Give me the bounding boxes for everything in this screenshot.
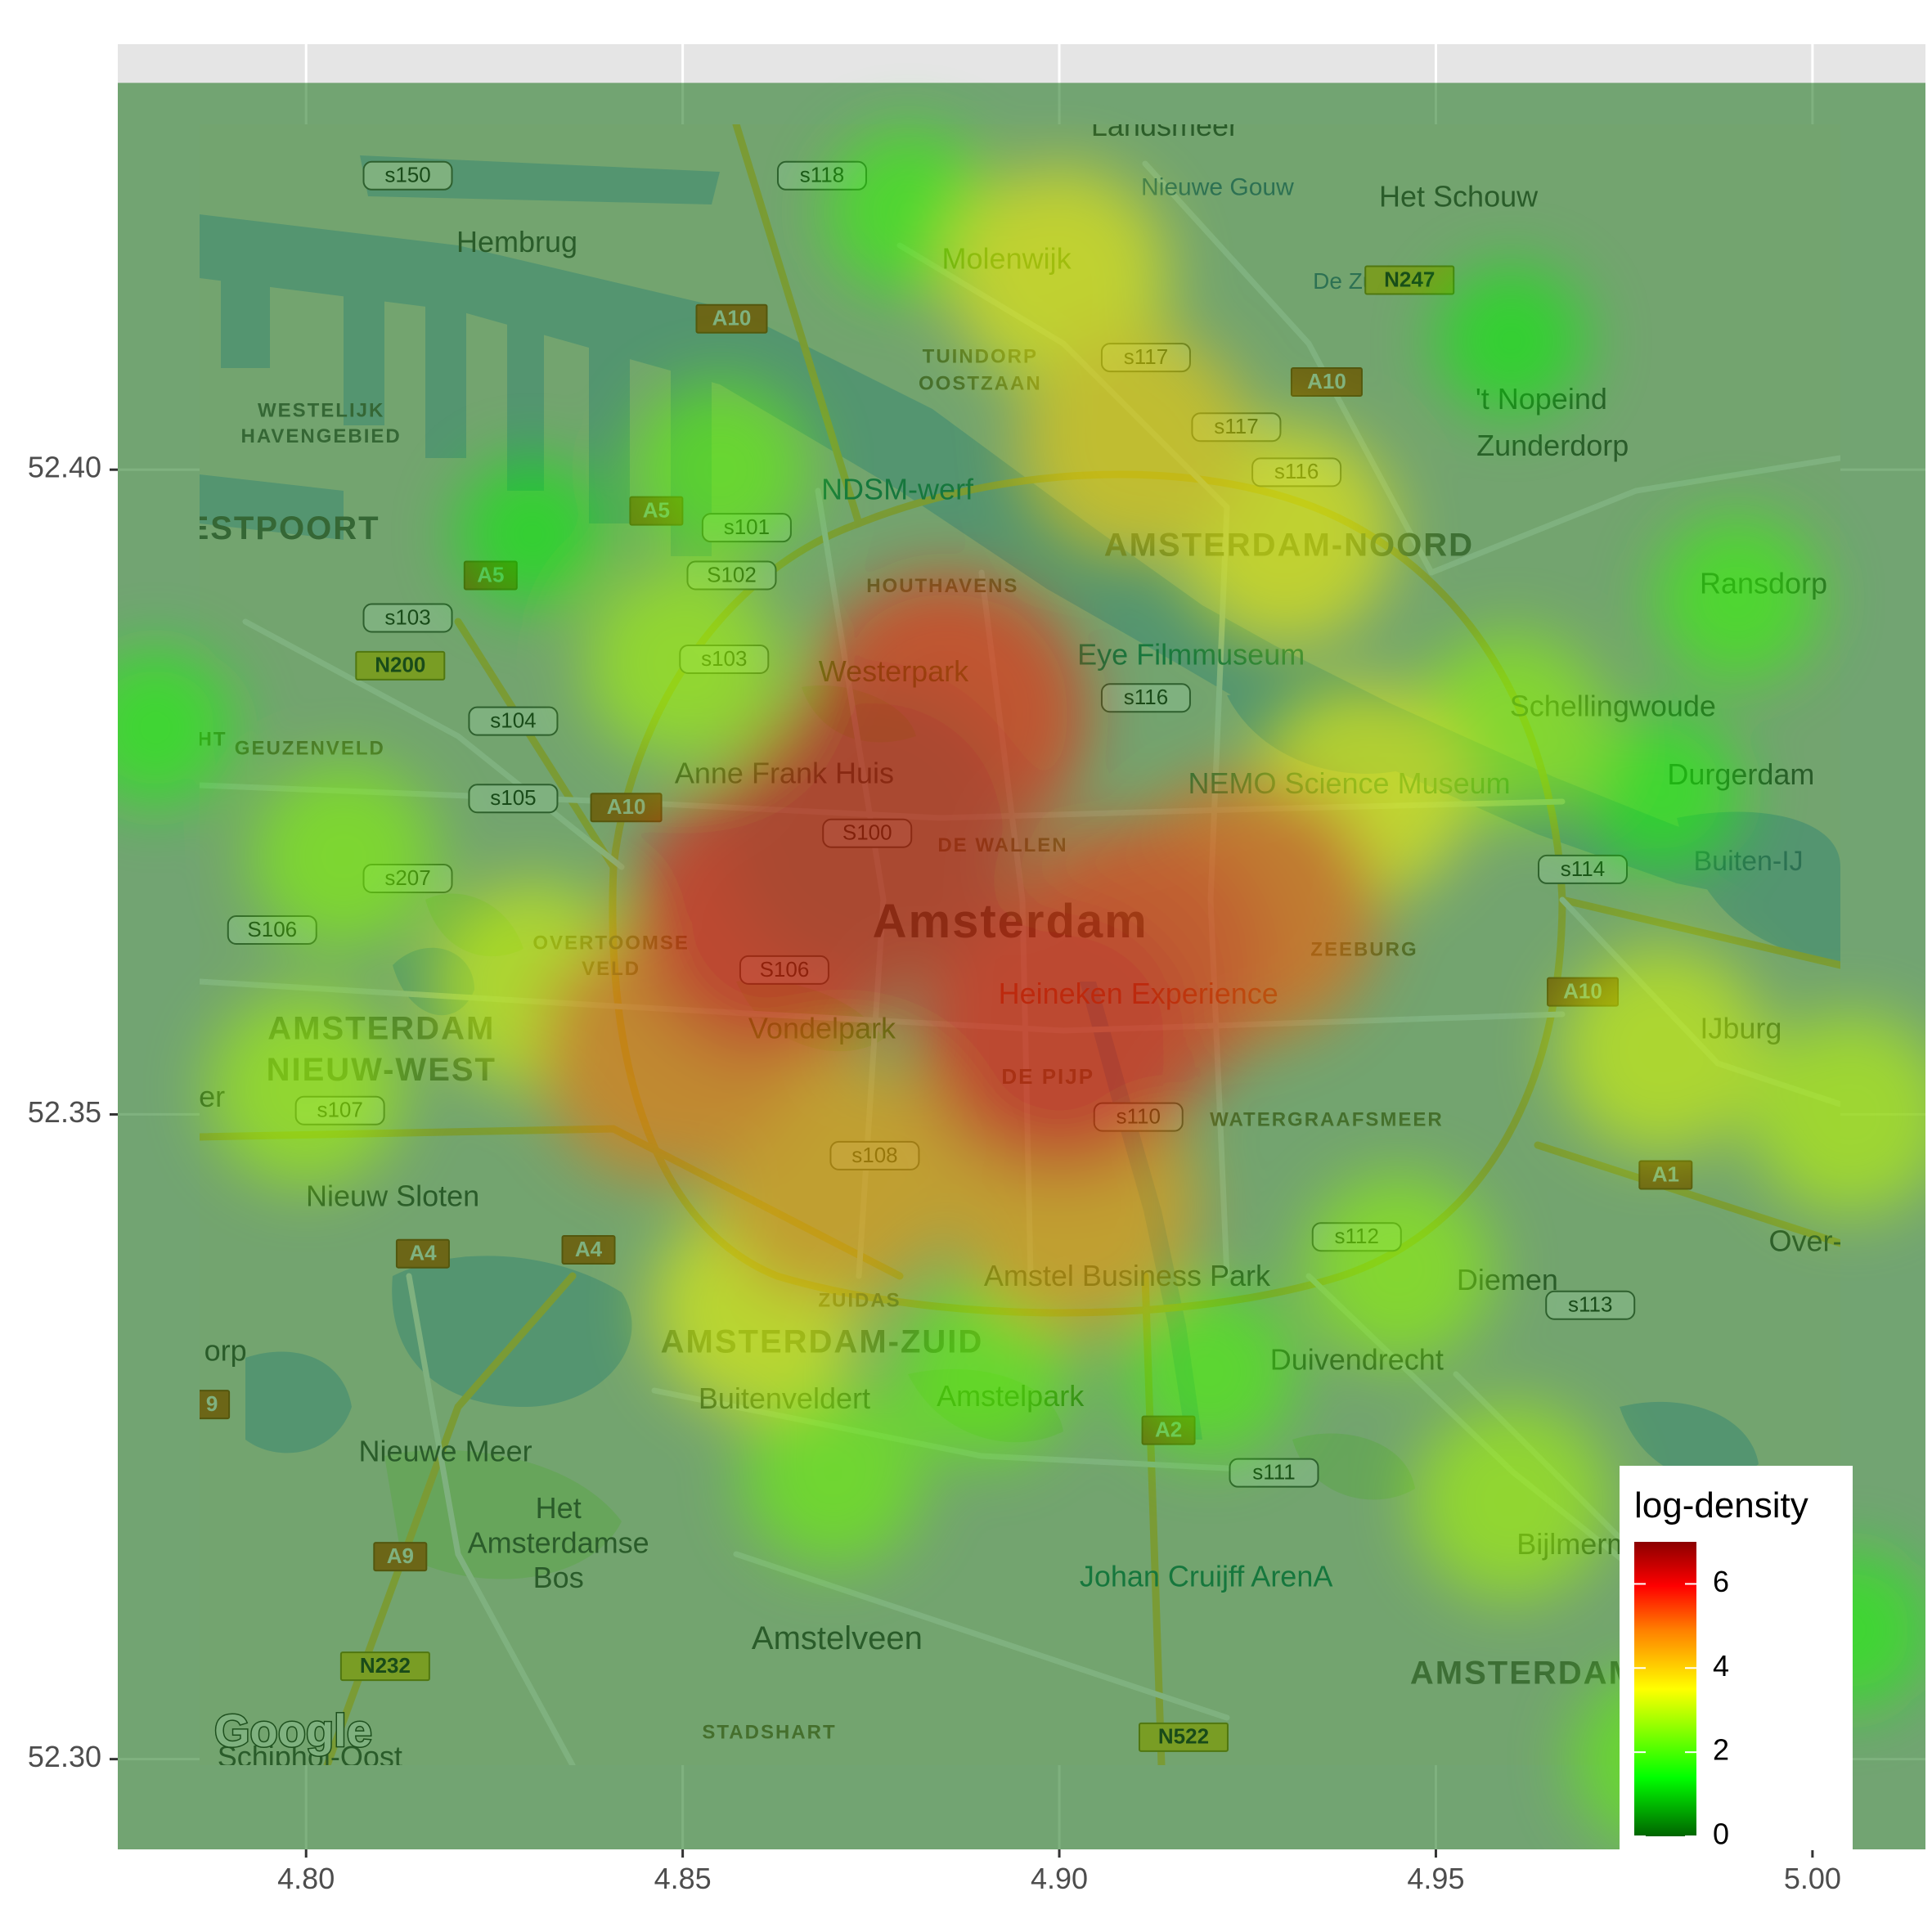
density-hotspot: [1435, 264, 1588, 417]
legend-tick-label: 6: [1713, 1565, 1729, 1598]
legend-ticks: 0 2 4 6: [1634, 1565, 1729, 1851]
density-hotspot: [824, 128, 993, 296]
density-hotspot: [456, 457, 609, 611]
legend-tick-label: 4: [1713, 1649, 1729, 1683]
density-hotspot: [742, 1384, 925, 1567]
x-tick-label: 4.90: [1031, 1862, 1088, 1895]
density-hotspot: [1748, 1013, 1925, 1216]
density-hotspot: [1413, 1402, 1610, 1600]
density-hotspot: [721, 681, 1022, 982]
density-heat-layer: [118, 128, 1925, 1849]
density-hotspot: [1653, 514, 1822, 683]
x-axis: 4.80 4.85 4.90 4.95 5.00: [277, 1849, 1841, 1895]
x-tick-label: 4.80: [277, 1862, 335, 1895]
legend-tick-label: 0: [1713, 1817, 1729, 1851]
density-hotspot: [914, 891, 1206, 1183]
y-tick-label: 52.30: [28, 1740, 101, 1773]
legend-colorbar: [1634, 1542, 1696, 1836]
density-hotspot: [207, 990, 405, 1188]
x-tick-label: 4.85: [654, 1862, 712, 1895]
density-hotspot: [631, 380, 811, 559]
y-tick-label: 52.40: [28, 451, 101, 484]
density-hotspot: [584, 564, 782, 762]
y-axis: 52.30 52.35 52.40: [28, 451, 118, 1773]
density-hotspot: [1557, 946, 1767, 1155]
density-hotspot: [1302, 1173, 1494, 1365]
density-hotspot: [894, 1283, 1074, 1462]
x-tick-label: 4.95: [1407, 1862, 1464, 1895]
x-tick-label: 5.00: [1784, 1862, 1841, 1895]
legend-title: log-density: [1634, 1485, 1808, 1525]
density-hotspot: [118, 646, 236, 809]
legend-tick-label: 2: [1713, 1733, 1729, 1767]
density-hotspot: [249, 762, 438, 951]
density-hotspot: [1580, 711, 1743, 874]
y-tick-label: 52.35: [28, 1095, 101, 1129]
density-hotspot: [1018, 327, 1251, 560]
legend: log-density 0 2 4 6: [1620, 1466, 1853, 1851]
density-hotspot: [1123, 1285, 1297, 1459]
